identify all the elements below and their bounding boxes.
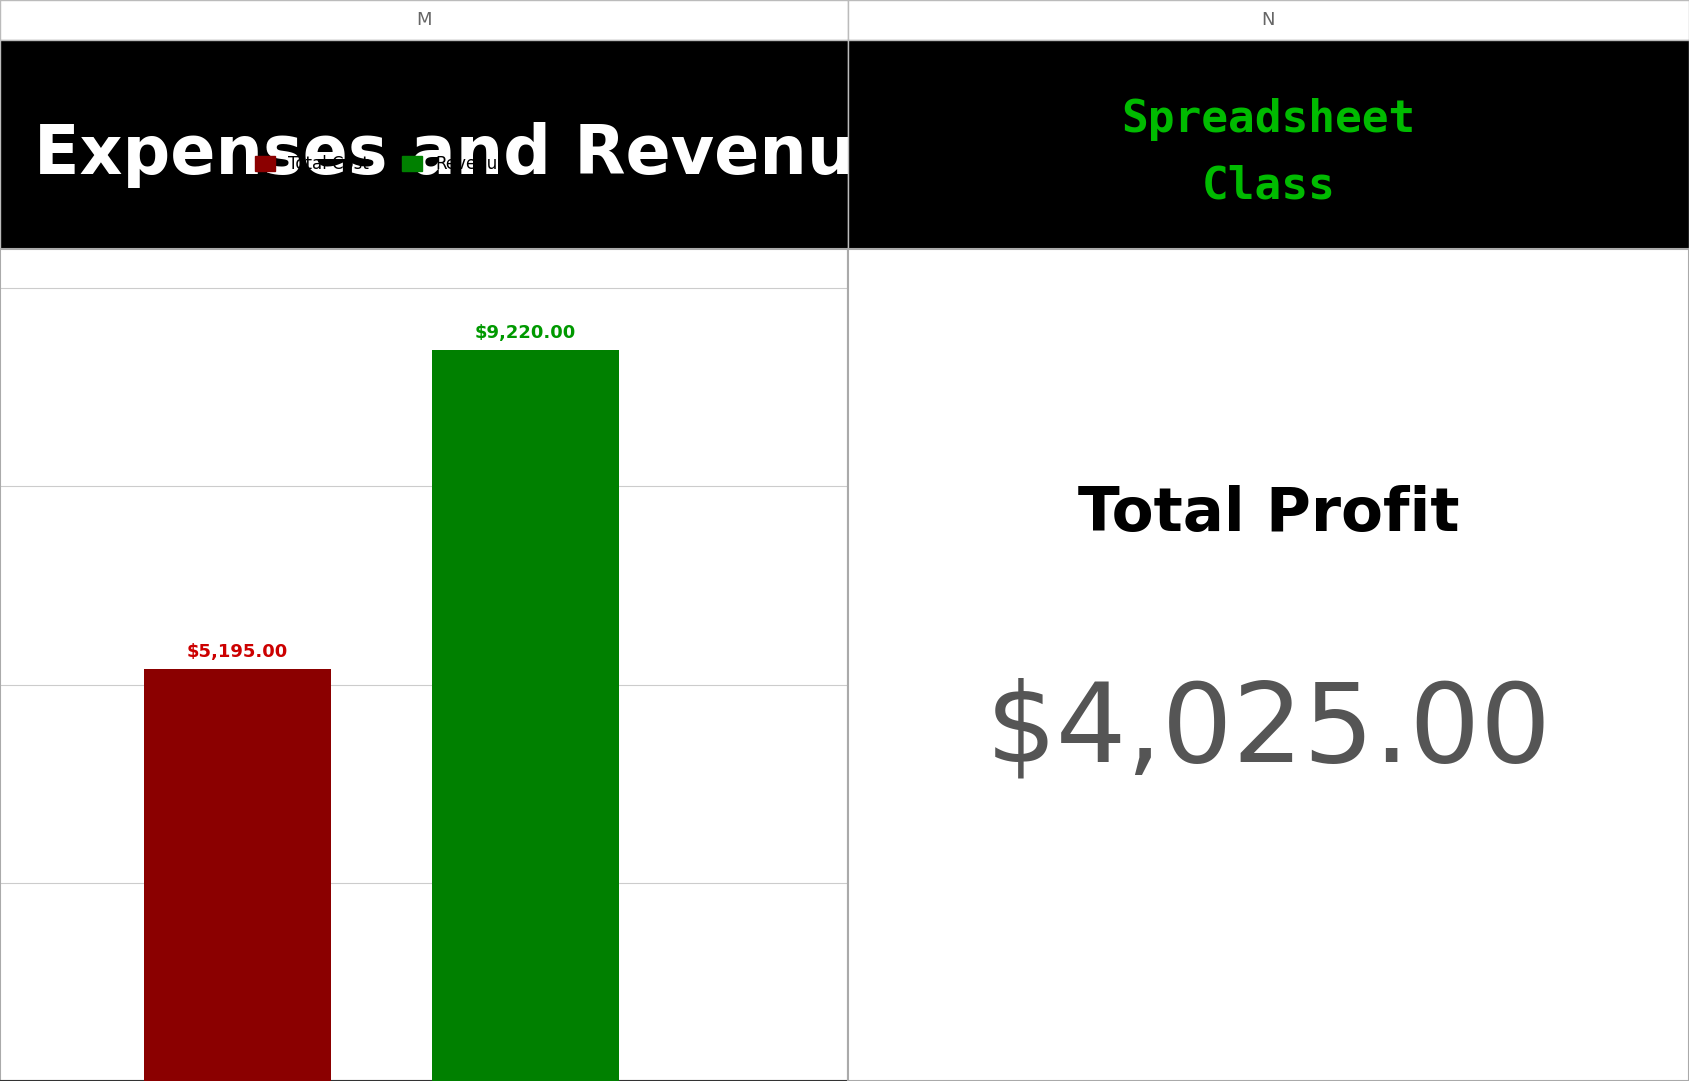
Text: M: M bbox=[415, 11, 432, 29]
Text: $5,195.00: $5,195.00 bbox=[187, 643, 289, 662]
Text: $4,025.00: $4,025.00 bbox=[985, 678, 1552, 785]
Legend: Total Cost, Revenue: Total Cost, Revenue bbox=[248, 149, 515, 181]
Text: Class: Class bbox=[1201, 164, 1336, 208]
Text: Spreadsheet: Spreadsheet bbox=[1121, 97, 1415, 141]
Bar bbox=[144, 669, 331, 1081]
Text: $9,220.00: $9,220.00 bbox=[475, 324, 576, 343]
Text: Total Profit: Total Profit bbox=[1078, 485, 1459, 545]
Bar bbox=[0, 249, 848, 1081]
Bar bbox=[432, 350, 618, 1081]
Text: Expenses and Revenue: Expenses and Revenue bbox=[34, 122, 900, 188]
Text: N: N bbox=[1262, 11, 1275, 29]
Title: Expenses vs. Revenue: Expenses vs. Revenue bbox=[250, 178, 598, 206]
